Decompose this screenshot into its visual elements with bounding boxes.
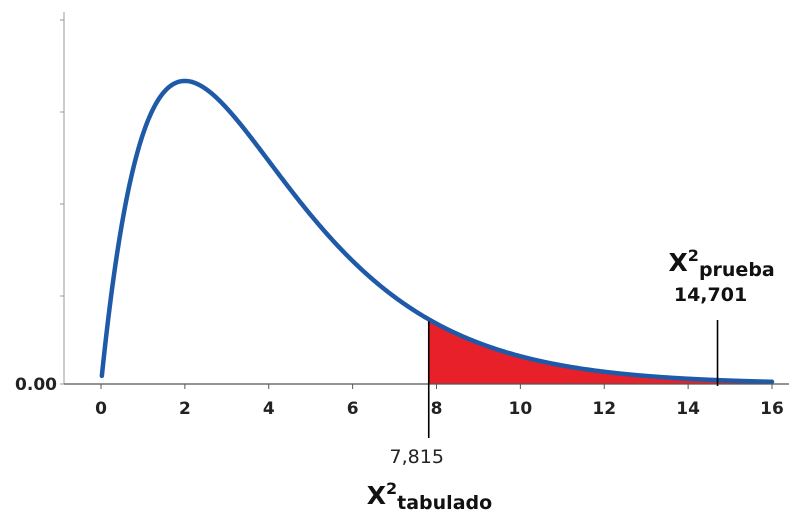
x-tick-label: 0 <box>95 399 107 419</box>
rejection-region <box>428 319 772 384</box>
chi-superscript: 2 <box>386 479 397 498</box>
chi-tabulado-label: X2tabulado <box>367 479 492 511</box>
x-tick-label: 6 <box>347 399 359 419</box>
x-tick-label: 10 <box>509 399 533 419</box>
x-tick-label: 12 <box>592 399 616 419</box>
critical-value-label: 7,815 <box>390 446 444 468</box>
chi-prueba-label: X2prueba <box>669 246 775 281</box>
x-tick-label: 4 <box>263 399 275 419</box>
density-curve <box>99 78 775 385</box>
chi-superscript: 2 <box>688 246 699 265</box>
axes-layer <box>63 12 789 385</box>
rejection-region-layer <box>428 319 772 384</box>
x-ticks-layer: 0 2 4 6 8 10 12 14 16 <box>95 384 784 419</box>
x-tick-label: 16 <box>760 399 784 419</box>
y-tick-label: 0.00 <box>15 375 57 395</box>
x-tick-label: 2 <box>179 399 191 419</box>
density-curve-layer <box>99 78 775 385</box>
chi-symbol: X <box>367 481 386 510</box>
x-tick-label: 8 <box>431 399 443 419</box>
y-ticks-layer <box>60 19 64 385</box>
chi-subscript: prueba <box>699 259 775 281</box>
test-statistic-label: 14,701 <box>674 284 747 306</box>
chi-symbol: X <box>669 248 688 277</box>
chi-subscript: tabulado <box>397 492 492 511</box>
x-tick-label: 14 <box>676 399 700 419</box>
